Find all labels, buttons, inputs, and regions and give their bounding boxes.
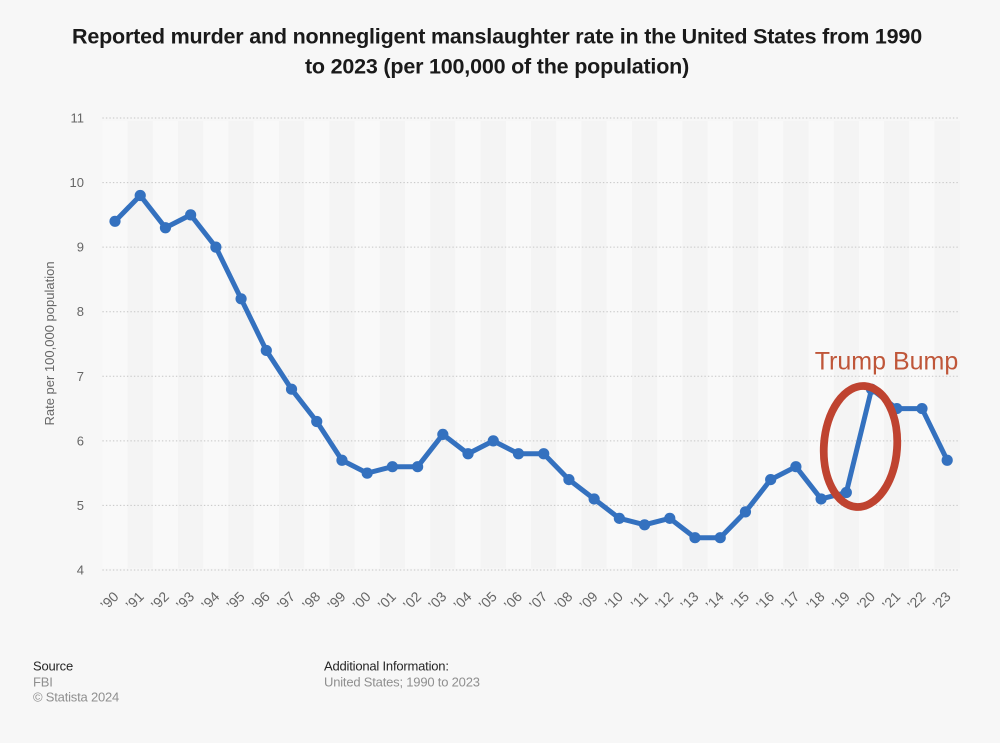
svg-text:8: 8 <box>77 304 84 319</box>
svg-text:6: 6 <box>77 433 84 448</box>
svg-text:5: 5 <box>77 498 84 513</box>
svg-text:Rate per 100,000 population: Rate per 100,000 population <box>42 261 57 425</box>
svg-text:7: 7 <box>77 369 84 384</box>
svg-text:Trump Bump: Trump Bump <box>815 348 959 376</box>
svg-text:9: 9 <box>77 240 84 255</box>
svg-text:United States; 1990 to 2023: United States; 1990 to 2023 <box>324 675 480 690</box>
svg-text:FBI: FBI <box>33 675 53 690</box>
svg-text:Reported murder and nonneglige: Reported murder and nonnegligent manslau… <box>72 25 922 49</box>
svg-text:to 2023 (per 100,000 of the po: to 2023 (per 100,000 of the population) <box>305 55 689 79</box>
svg-text:10: 10 <box>70 175 84 190</box>
svg-text:11: 11 <box>71 111 85 126</box>
svg-text:4: 4 <box>77 563 84 578</box>
svg-text:© Statista 2024: © Statista 2024 <box>33 690 119 705</box>
svg-text:Additional Information:: Additional Information: <box>324 659 449 674</box>
svg-text:Source: Source <box>33 659 73 674</box>
